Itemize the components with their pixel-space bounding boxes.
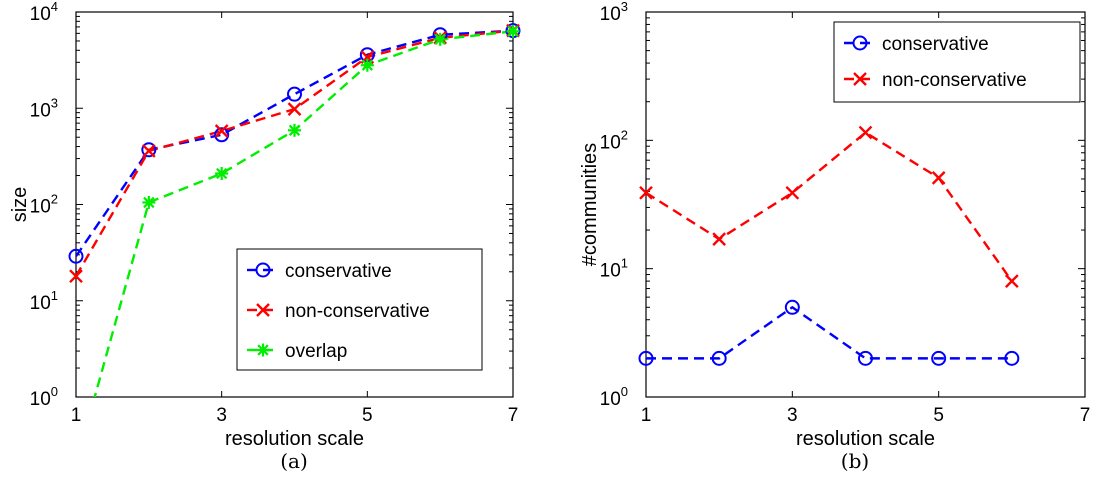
legend-item: non-conservative (247, 301, 430, 322)
x-axis-label: resolution scale (225, 428, 364, 450)
series-line-non-conservative (646, 131, 1013, 282)
x-tick-label: 7 (1080, 405, 1091, 426)
data-point-non-conservative (141, 144, 156, 158)
y-tick-label: 104 (30, 0, 58, 25)
data-point-conservative (638, 350, 654, 366)
series-line-non-conservative (76, 29, 513, 277)
data-point-conservative (214, 127, 230, 143)
figure-caption: (a) (280, 449, 308, 473)
plot-area (646, 131, 1013, 360)
legend-box (236, 248, 483, 371)
legend-label: overlap (285, 341, 347, 362)
chart-a: 1 3 5 7 100 101 102 103 104 resolution scale size (… (9, 0, 521, 473)
x-tick-label: 7 (508, 405, 519, 426)
x-tick-label: 1 (71, 405, 82, 426)
axes-frame (645, 11, 1086, 398)
legend-item: overlap (247, 341, 347, 362)
plot-area (76, 29, 513, 397)
legend-item: conservative (844, 34, 989, 55)
data-point-conservative (68, 248, 84, 264)
data-point-overlap (142, 195, 156, 209)
data-point-non-conservative (287, 102, 302, 116)
x-tick-label: 1 (641, 405, 652, 426)
data-point-non-conservative (69, 269, 83, 284)
chart-b: 1 3 5 7 100 101 102 103 resolution scale #communi… (579, 0, 1090, 473)
data-point-non-conservative (1004, 274, 1019, 288)
legend-item: conservative (247, 261, 392, 282)
data-point-non-conservative (785, 185, 800, 200)
legend-box (833, 21, 1081, 103)
series-line-overlap (93, 30, 513, 397)
x-axis-label: resolution scale (796, 428, 935, 450)
legend: conservative non-conservative overlap (236, 248, 483, 371)
y-axis-label: #communities (579, 143, 601, 266)
data-point-conservative (141, 142, 157, 158)
data-point-overlap (360, 58, 374, 72)
data-point-non-conservative (214, 124, 229, 138)
legend-item: non-conservative (844, 70, 1027, 91)
data-point-conservative (931, 350, 947, 366)
legend: conservative non-conservative (833, 21, 1081, 103)
legend-label: non-conservative (285, 301, 430, 322)
data-point-conservative (287, 86, 302, 102)
legend-marker (255, 262, 271, 278)
data-point-overlap (215, 166, 229, 180)
legend-marker (853, 72, 867, 86)
y-tick-label: 101 (600, 256, 628, 282)
data-point-conservative (1004, 350, 1020, 366)
series-line-conservative (76, 29, 513, 257)
y-tick-label: 102 (600, 127, 628, 153)
data-point-conservative (784, 299, 800, 315)
data-point-overlap (433, 32, 447, 46)
data-point-non-conservative (931, 171, 946, 185)
y-tick-label: 101 (30, 288, 58, 314)
y-axis-label: size (9, 187, 31, 223)
y-tick-label: 100 (30, 384, 58, 410)
data-point-non-conservative (712, 232, 727, 246)
data-point-non-conservative (858, 125, 873, 140)
figure-caption: (b) (841, 449, 869, 473)
data-point-conservative (858, 350, 873, 366)
x-tick-label: 3 (787, 405, 798, 426)
data-point-conservative (711, 350, 727, 366)
y-tick-label: 103 (600, 0, 628, 25)
data-point-overlap (288, 123, 301, 137)
y-tick-label: 102 (30, 192, 58, 218)
legend-marker (256, 343, 270, 357)
series-line-conservative (646, 305, 1012, 360)
data-point-overlap (506, 24, 520, 38)
legend-label: non-conservative (882, 70, 1027, 91)
x-tick-label: 5 (933, 405, 944, 426)
data-point-non-conservative (639, 185, 653, 200)
x-tick-label: 3 (216, 405, 227, 426)
legend-marker (256, 303, 270, 317)
y-tick-label: 103 (30, 95, 58, 121)
legend-label: conservative (882, 34, 989, 55)
y-tick-label: 100 (600, 384, 628, 410)
legend-label: conservative (285, 261, 392, 282)
x-tick-label: 5 (362, 405, 373, 426)
legend-marker (852, 35, 868, 51)
